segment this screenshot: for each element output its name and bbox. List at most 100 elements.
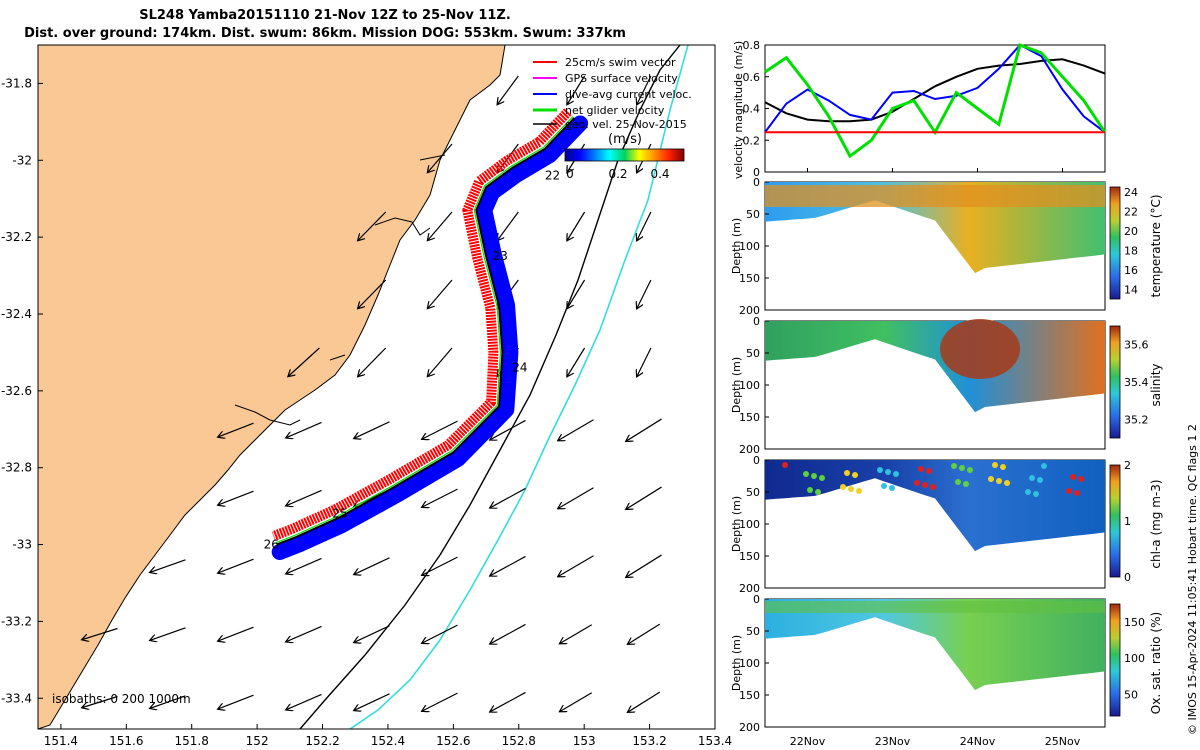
geo-velocity-arrow: [355, 421, 390, 438]
chl-point: [1025, 489, 1031, 495]
legend-swim-vector: 25cm/s swim vector: [565, 56, 676, 69]
velocity-ylabel: velocity magnitude (m/s): [732, 41, 745, 179]
map-x-tick-label: 151.8: [175, 734, 209, 748]
section-colorbar: [1109, 325, 1121, 439]
section-y-tick-label: 150: [739, 689, 760, 702]
section-colorbar-tick: 1: [1124, 515, 1131, 528]
section-y-tick-label: 0: [753, 454, 760, 467]
map-axes: 151.4 151.6 151.8 152 152.2 152.4 152.6 152.8 15…: [1, 76, 732, 748]
chl-point: [815, 489, 821, 495]
chl-point: [852, 472, 858, 478]
geo-velocity-arrow: [559, 487, 594, 509]
chl-point: [930, 484, 936, 490]
legend-geo-velocity: geo. vel. 25-Nov-2015: [565, 118, 687, 131]
day-label: 26: [264, 537, 279, 551]
section-y-tick-label: 150: [739, 550, 760, 563]
geo-velocity-arrow: [491, 555, 526, 575]
geo-velocity-arrow: [428, 279, 453, 308]
chl-point: [889, 485, 895, 491]
chl-point: [988, 476, 994, 482]
section-y-tick-label: 0: [753, 315, 760, 328]
map-x-tick-label: 153.4: [698, 734, 732, 748]
legend-dive-avg-current: dive-avg current veloc.: [565, 88, 692, 101]
velocity-y-tick-label: 0.4: [743, 103, 761, 116]
geo-velocity-arrow: [423, 692, 458, 711]
section-x-tick-label: 22Nov: [790, 735, 826, 748]
chl-point: [992, 462, 998, 468]
section-y-tick-label: 0: [753, 593, 760, 606]
geo-velocity-arrow: [498, 75, 519, 104]
chl-point: [848, 486, 854, 492]
geo-velocity-arrow: [289, 347, 320, 376]
section-ylabel: Depth (m): [730, 635, 743, 691]
geo-velocity-arrow: [151, 559, 186, 572]
geo-velocity-arrow: [491, 419, 526, 439]
section-x-tick-label: 25Nov: [1045, 735, 1081, 748]
legend-gps-velocity: GPS surface velocity: [565, 72, 678, 85]
geo-velocity-arrow: [567, 75, 586, 104]
geo-velocity-arrow: [287, 693, 322, 709]
section-ylabel: Depth (m): [730, 496, 743, 552]
geo-velocity-arrow: [491, 623, 526, 643]
geo-velocity-arrow: [637, 75, 652, 104]
geo-velocity-arrow: [428, 211, 453, 240]
chl-point: [1033, 491, 1039, 497]
geo-velocity-arrow: [355, 625, 390, 642]
geo-velocity-arrow: [219, 422, 254, 437]
section-colorbar-tick: 50: [1124, 688, 1138, 701]
chl-point: [1078, 476, 1084, 482]
section-colorbar-tick: 24: [1124, 186, 1138, 199]
isobath-label: isobaths: 0 200 1000m: [52, 692, 191, 706]
chl-point: [1041, 463, 1047, 469]
map-x-tick-label: 152.6: [436, 734, 470, 748]
geo-velocity-arrow: [423, 420, 458, 439]
geo-velocity-arrow: [287, 489, 322, 505]
section-colorbar-tick: 0: [1124, 571, 1131, 584]
geo-velocity-arrow: [219, 694, 254, 709]
geo-velocity-arrow: [428, 347, 453, 376]
legend: 25cm/s swim vector GPS surface velocity …: [533, 56, 692, 131]
section-data-area: [765, 460, 1105, 552]
chl-point: [811, 473, 817, 479]
chl-point: [1070, 474, 1076, 480]
map-colorbar-label: (m/s): [608, 132, 642, 147]
geo-velocity-arrow: [287, 421, 322, 437]
section-y-tick-label: 100: [739, 379, 760, 392]
chl-point: [803, 471, 809, 477]
chl-point: [1000, 464, 1006, 470]
geo-velocity-arrow: [627, 418, 662, 441]
section-ylabel: Depth (m): [730, 218, 743, 274]
map-y-tick-label: -33.4: [1, 691, 32, 705]
section-y-tick-label: 100: [739, 657, 760, 670]
chl-point: [996, 478, 1002, 484]
section-y-tick-label: 200: [739, 582, 760, 595]
swim-vector-band: [271, 108, 572, 541]
map-y-tick-label: -32.2: [1, 230, 32, 244]
geo-velocity-arrow: [423, 556, 458, 575]
section-colorbar-tick: 14: [1124, 283, 1138, 296]
dive-avg-current-band: [271, 115, 589, 560]
section-colorbar-label: chl-a (mg m-3): [1149, 479, 1163, 568]
isobath-1000m: [349, 45, 689, 729]
map-x-tick-label: 153.2: [632, 734, 666, 748]
section-y-tick-label: 150: [739, 272, 760, 285]
section-colorbar-tick: 16: [1124, 264, 1138, 277]
map-colorbar-tick: 0.2: [608, 167, 627, 181]
geo-velocity-arrow: [559, 555, 594, 577]
geo-velocity-arrow: [498, 211, 519, 240]
section-colorbar-label: temperature (°C): [1149, 195, 1163, 298]
geo-velocity-arrow: [627, 486, 662, 509]
warm-surface-layer: [765, 185, 1105, 207]
geo-velocity-arrow: [83, 695, 118, 708]
section-colorbar-tick: 2: [1124, 459, 1131, 472]
map-y-tick-label: -32.6: [1, 384, 32, 398]
geo-velocity-arrow: [83, 627, 118, 640]
geo-velocity-arrow: [637, 347, 652, 376]
geo-velocity-arrow: [559, 419, 594, 441]
geo-velocity-arrow: [151, 695, 186, 708]
chl-point: [782, 462, 788, 468]
geo-velocity-arrow: [358, 211, 387, 240]
geo-velocity-arrow: [355, 693, 390, 710]
